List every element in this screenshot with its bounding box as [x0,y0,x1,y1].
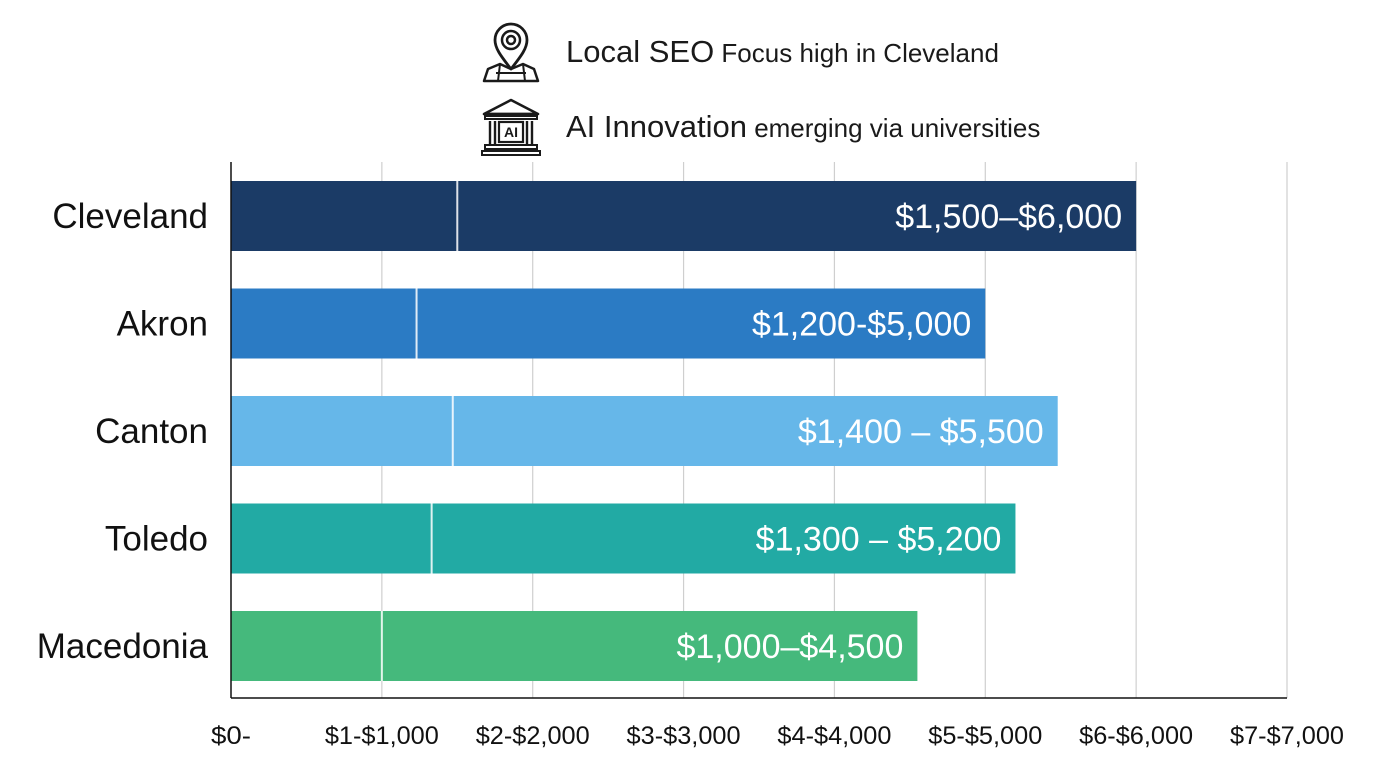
category-label-canton: Canton [95,412,208,451]
legend-ai-innovation-rest: emerging via universities [746,113,1041,143]
x-tick-label-7: $7-$7,000 [1230,722,1344,750]
category-label-macedonia: Macedonia [37,627,209,666]
bar-cleveland [231,181,1137,251]
category-label-akron: Akron [117,305,208,344]
university-ai-icon: AI [481,98,541,156]
data-label-macedonia: $1,000–$4,500 [676,628,903,666]
data-label-canton: $1,400 – $5,500 [798,413,1044,451]
map-pin-icon [482,22,540,83]
category-label-cleveland: Cleveland [52,197,208,236]
data-label-cleveland: $1,500–$6,000 [895,198,1122,236]
legend-local-seo-rest: Focus high in Cleveland [714,38,999,68]
category-label-toledo: Toledo [105,520,208,559]
legend-ai-innovation-strong: AI Innovation [566,109,747,144]
bar-canton [231,396,1058,466]
x-tick-label-1: $1-$1,000 [325,722,439,750]
x-tick-label-2: $2-$2,000 [476,722,590,750]
x-tick-label-5: $5-$5,000 [928,722,1042,750]
legend-item-ai-innovation: AI AI Innovation emerging via universiti… [478,94,1040,160]
x-tick-label-6: $6-$6,000 [1079,722,1193,750]
bar-toledo [231,503,1016,574]
data-label-akron: $1,200-$5,000 [752,306,971,344]
x-tick-label-4: $4-$4,000 [777,722,891,750]
university-icon-label: AI [504,124,518,140]
bar-macedonia [231,611,918,681]
data-label-toledo: $1,300 – $5,200 [756,521,1002,559]
legend-local-seo-strong: Local SEO [566,34,715,69]
x-tick-label-3: $3-$3,000 [627,722,741,750]
legend-item-local-seo: Local SEO Focus high in Cleveland [478,19,999,85]
bar-akron [231,288,986,359]
x-tick-label-0: $0- [211,722,251,750]
